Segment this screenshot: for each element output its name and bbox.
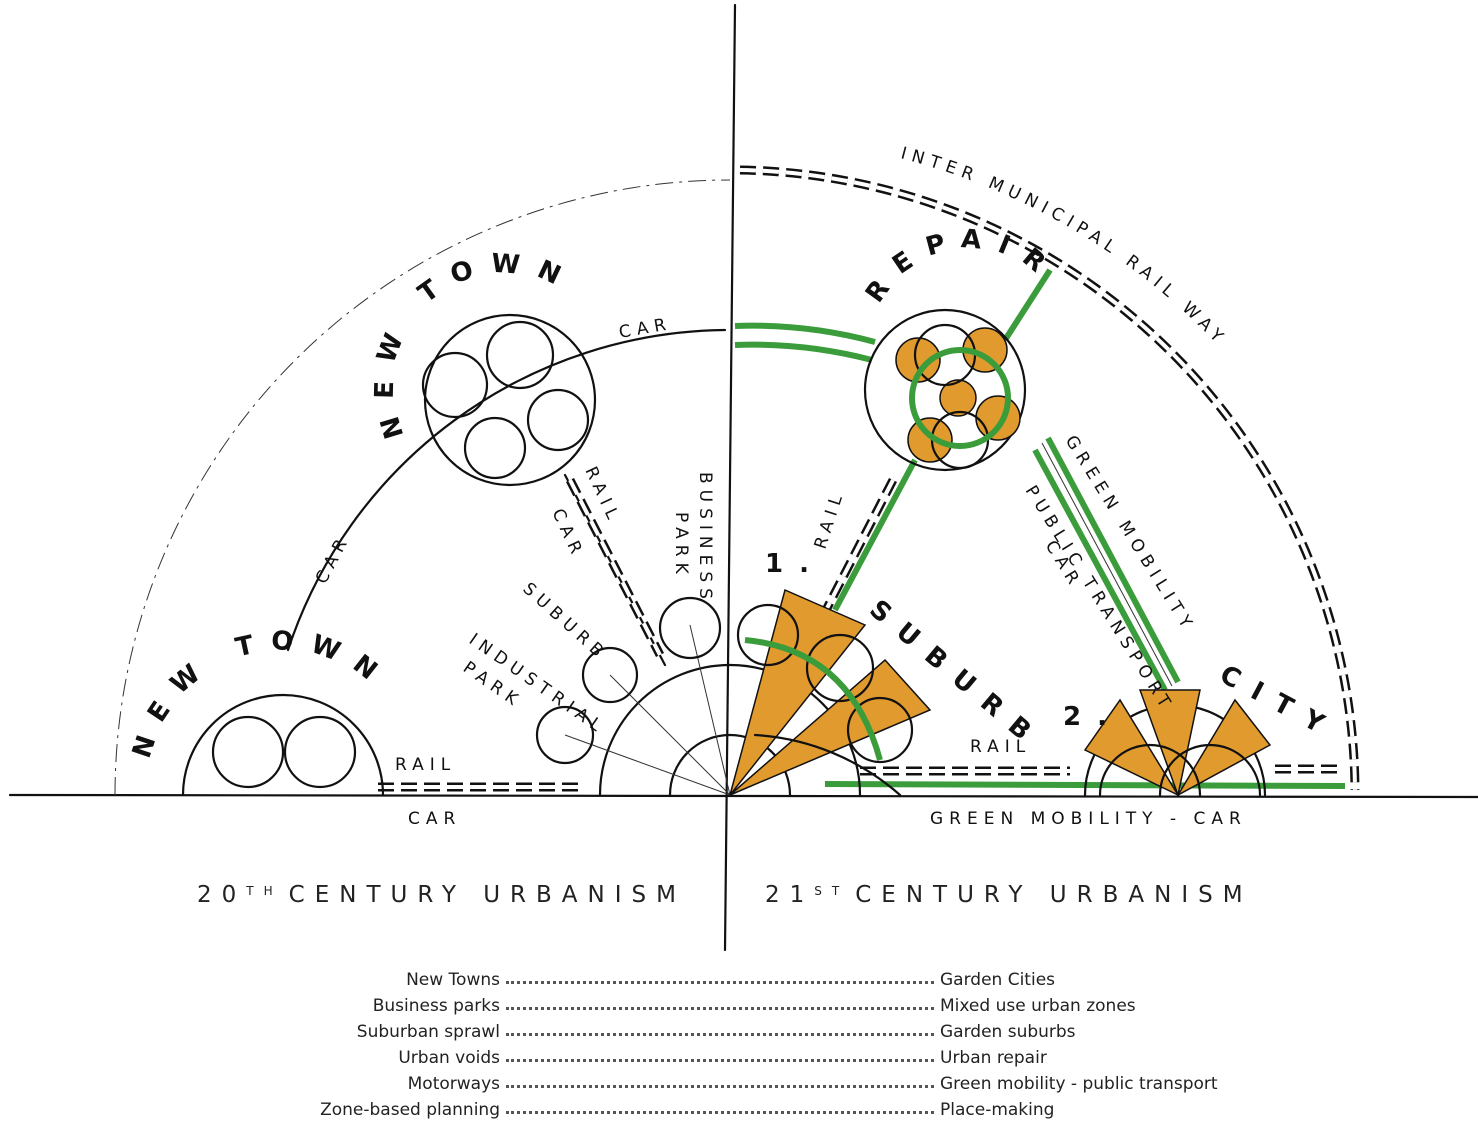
to-item: Garden suburbs <box>940 1022 1076 1042</box>
comparison-row: Zone-based planning Place-making <box>0 1100 1478 1126</box>
label: CAR <box>547 506 588 563</box>
label: SUBURB <box>519 579 612 665</box>
comparison-row: Suburban sprawl Garden suburbs <box>0 1022 1478 1048</box>
label: BUSINESS <box>695 472 715 605</box>
label-text: NEW TOWN <box>370 249 580 443</box>
label: GREEN MOBILITY - CAR <box>930 809 1247 829</box>
heading-suffix: TH <box>245 884 282 898</box>
to-item: Mixed use urban zones <box>940 996 1136 1016</box>
label: RAIL <box>811 487 849 551</box>
heading-suffix: ST <box>814 884 849 898</box>
label: PARK <box>671 512 691 580</box>
label: 1. <box>765 549 825 579</box>
dotted-leader <box>506 1111 934 1114</box>
comparison-row: New Towns Garden Cities <box>0 970 1478 996</box>
heading: 20TH CENTURY URBANISM <box>197 882 686 908</box>
from-item: Business parks <box>373 996 500 1016</box>
page: NEW TOWN NEW TOWN CAR CAR RAIL CAR BUSIN… <box>0 0 1478 1126</box>
heading-text: CENTURY URBANISM <box>289 882 686 908</box>
label: NEW TOWN <box>127 626 395 762</box>
label-text: NEW TOWN <box>127 626 395 762</box>
from-item: Motorways <box>408 1074 500 1094</box>
left-shapes <box>183 315 730 795</box>
heading: 21ST CENTURY URBANISM <box>765 882 1253 908</box>
label: RAIL <box>395 755 456 775</box>
label: PUBLIC TRANSPORT <box>1021 482 1178 716</box>
comparison-row: Urban voids Urban repair <box>0 1048 1478 1074</box>
label: 2. <box>1063 702 1123 732</box>
sketch: NEW TOWN NEW TOWN CAR CAR RAIL CAR BUSIN… <box>0 0 1478 1126</box>
dotted-leader <box>506 981 934 984</box>
from-item: Suburban sprawl <box>357 1022 500 1042</box>
label: RAIL <box>970 737 1031 757</box>
label: NEW TOWN <box>370 249 580 443</box>
to-item: Garden Cities <box>940 970 1055 990</box>
dotted-leader <box>506 1085 934 1088</box>
dotted-leader <box>506 1033 934 1036</box>
dotted-leader <box>506 1007 934 1010</box>
heading-text: CENTURY URBANISM <box>855 882 1252 908</box>
to-item: Urban repair <box>940 1048 1047 1068</box>
label: CAR <box>312 531 355 587</box>
comparison-row: Business parks Mixed use urban zones <box>0 996 1478 1022</box>
from-item: New Towns <box>406 970 500 990</box>
label: CAR <box>617 314 673 343</box>
heading-number: 20 <box>197 882 246 908</box>
from-item: Zone-based planning <box>320 1100 500 1120</box>
car-arc <box>288 330 725 650</box>
dotted-leader <box>506 1059 934 1062</box>
to-item: Place-making <box>940 1100 1054 1120</box>
to-item: Green mobility - public transport <box>940 1074 1218 1094</box>
from-item: Urban voids <box>398 1048 500 1068</box>
comparison-row: Motorways Green mobility - public transpo… <box>0 1074 1478 1100</box>
label: CAR <box>408 809 461 829</box>
axes <box>10 5 1478 950</box>
heading-number: 21 <box>765 882 814 908</box>
